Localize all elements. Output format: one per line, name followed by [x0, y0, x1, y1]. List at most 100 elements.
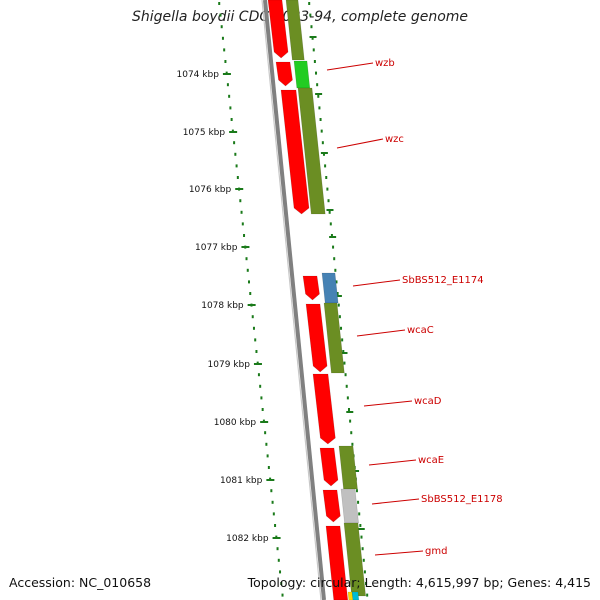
outer-ruler-tick	[343, 361, 346, 365]
outer-ruler-tick	[345, 384, 348, 388]
cds-arrow-outline	[322, 489, 341, 523]
outer-ruler-tick	[312, 48, 315, 52]
ruler-minor-tick	[235, 164, 238, 168]
cog-block-wcaE-outline	[338, 445, 358, 490]
ruler-major-tick	[253, 363, 262, 365]
outer-ruler-major-tick	[326, 209, 334, 211]
gene-label: wzc	[385, 134, 404, 145]
ruler-minor-tick	[218, 2, 221, 5]
cog-block	[348, 592, 353, 600]
outer-ruler-tick	[335, 280, 338, 284]
ruler-minor-tick	[261, 408, 264, 411]
outer-ruler-tick	[329, 222, 332, 226]
gene-label: wcaD	[414, 396, 442, 407]
outer-ruler-tick	[338, 315, 341, 319]
ruler-minor-tick	[271, 500, 274, 504]
cog-block-SbBS512_E1178	[341, 489, 359, 523]
outer-ruler-tick	[333, 257, 336, 261]
outer-ruler-tick	[350, 431, 353, 435]
kbp-tick-label: 1077 kbp	[195, 243, 238, 253]
outer-ruler-tick	[326, 187, 329, 191]
outer-ruler-tick	[316, 83, 319, 87]
ruler-minor-tick	[266, 454, 269, 458]
gene-label: wzb	[375, 58, 395, 69]
gene-leader-line	[352, 279, 401, 287]
outer-ruler-major-tick	[340, 352, 348, 354]
outer-ruler-major-tick	[329, 236, 337, 238]
gene-leader-line	[371, 498, 420, 505]
outer-ruler-tick	[341, 338, 344, 342]
ruler-minor-tick	[234, 152, 237, 156]
gene-leader-line	[368, 459, 417, 466]
ruler-minor-tick	[254, 338, 257, 342]
outer-ruler-tick	[321, 141, 324, 145]
topology-label: Topology: circular; Length: 4,615,997 bp…	[247, 575, 591, 590]
outer-ruler-major-tick	[309, 36, 317, 38]
gene-label: SbBS512_E1174	[402, 275, 484, 286]
cog-block-SbBS512_E1174	[322, 273, 339, 303]
cds-arrow-wcaE	[320, 448, 338, 486]
outer-ruler-tick	[337, 303, 340, 307]
ruler-minor-tick	[277, 558, 280, 562]
ruler-minor-tick	[245, 257, 248, 261]
outer-ruler-tick	[311, 36, 314, 40]
ruler-major-tick	[222, 73, 231, 75]
ruler-minor-tick	[248, 280, 251, 284]
cog-block-SbBS512_E1178-outline	[340, 488, 359, 524]
ruler-minor-tick	[240, 210, 243, 214]
cds-arrow-outline	[302, 275, 320, 301]
ruler-minor-tick	[255, 350, 258, 353]
backbone-layer	[261, 0, 326, 600]
ruler-major-tick	[260, 421, 269, 423]
cds-arrow-gmd	[326, 526, 348, 600]
ruler-minor-tick	[274, 524, 277, 527]
outer-ruler-tick	[315, 71, 318, 75]
cds-arrow	[323, 490, 341, 522]
ruler-minor-tick	[236, 176, 239, 179]
outer-ruler-tick	[318, 106, 321, 110]
ruler-minor-tick	[221, 36, 224, 40]
outer-ruler-tick	[360, 535, 363, 539]
ruler-minor-tick	[241, 222, 244, 226]
ruler-minor-tick	[239, 199, 242, 203]
outer-ruler-tick	[322, 152, 325, 156]
cds-arrow-gmd-outline	[325, 525, 349, 600]
ruler-minor-tick	[219, 13, 222, 17]
ruler-minor-tick	[265, 442, 268, 446]
cds-arrow-wcaD-outline	[312, 373, 336, 445]
outer-ruler-major-tick	[334, 295, 342, 297]
kbp-tick-label: 1078 kbp	[201, 301, 244, 311]
outer-ruler-tick	[332, 245, 335, 249]
ruler-minor-tick	[243, 234, 246, 237]
outer-ruler-tick	[328, 210, 331, 214]
gene-label: SbBS512_E1178	[421, 494, 503, 505]
gene-label: wcaC	[407, 325, 434, 336]
outer-ruler-tick	[351, 442, 354, 446]
outer-ruler-tick	[359, 524, 362, 527]
gene-label: gmd	[425, 546, 447, 557]
outer-ruler-tick	[355, 489, 358, 493]
ruler-minor-tick	[267, 466, 270, 469]
cog-block-wzc-outline	[297, 87, 326, 215]
outer-ruler-major-tick	[346, 411, 354, 413]
ruler-major-tick	[247, 304, 256, 306]
cog-block-gmd-outline	[343, 522, 366, 597]
outer-ruler-tick	[309, 13, 312, 17]
outer-ruler-tick	[310, 25, 313, 29]
ruler-major-tick	[241, 246, 250, 248]
accession-label: Accession: NC_010658	[9, 575, 152, 590]
cog-block-gmd	[344, 523, 366, 596]
feature-layer	[267, 0, 366, 600]
outer-ruler-major-tick	[320, 152, 328, 154]
ruler-minor-tick	[249, 292, 252, 295]
cog-block-SbBS512_E1174-outline	[321, 272, 339, 304]
outer-ruler-major-tick	[357, 528, 365, 530]
cds-arrow	[303, 276, 320, 300]
cds-arrow-wcaE-outline	[319, 447, 339, 487]
outer-ruler-major-tick	[315, 93, 323, 95]
outer-ruler-tick	[363, 570, 366, 574]
outer-ruler-tick	[319, 118, 322, 121]
ruler-major-tick	[235, 188, 244, 190]
cds-arrow-wzc	[281, 90, 310, 214]
